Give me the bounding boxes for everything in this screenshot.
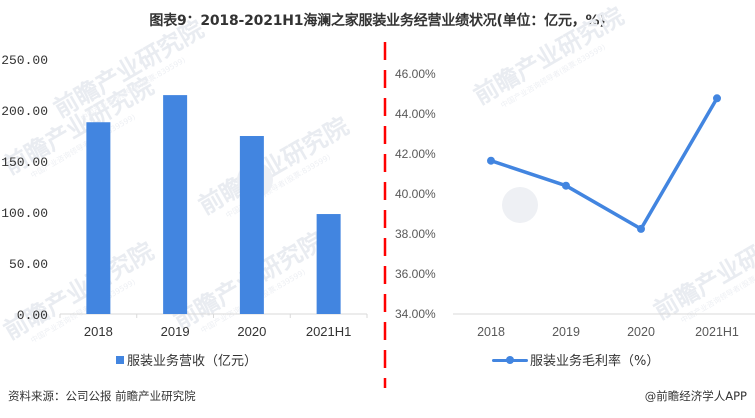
chart-title: 图表9：2018-2021H1海澜之家服装业务经营业绩状况(单位：亿元，%) — [149, 13, 606, 29]
x-tick-label: 2021H1 — [306, 324, 352, 339]
bar-2021H1 — [316, 214, 341, 314]
y-tick-label: 46.00% — [395, 67, 436, 81]
watermark-logo-icon — [502, 187, 538, 223]
data-point-2018 — [487, 156, 495, 165]
legend-revenue: 服装业务营收（亿元） — [116, 350, 257, 369]
credit-note: @前瞻经济学人APP — [644, 389, 747, 403]
y-tick-label: 36.00% — [395, 267, 436, 281]
y-tick-label: 44.00% — [395, 107, 436, 121]
x-tick-label: 2021H1 — [695, 325, 739, 339]
x-tick-label: 2020 — [627, 325, 655, 339]
y-tick-label: 42.00% — [395, 147, 436, 161]
x-tick-label: 2019 — [552, 325, 580, 339]
x-tick-label: 2019 — [161, 324, 190, 339]
source-note: 资料来源：公司公报 前瞻产业研究院 — [8, 389, 196, 403]
line-chart-margin: 34.00% 36.00% 38.00% 40.00% 42.00% 44.00% 46.0… — [395, 67, 755, 339]
y-tick-label: 0.00 — [17, 308, 48, 323]
x-tick-label: 2018 — [84, 324, 113, 339]
legend-margin-label: 服装业务毛利率（%） — [530, 354, 660, 369]
bar-chart-revenue: 0.00 50.00 100.00 150.00 200.00 250.00 2018 201… — [1, 53, 368, 339]
svg-text:前瞻产业研究院: 前瞻产业研究院 — [469, 2, 628, 110]
y-tick-label: 200.00 — [1, 104, 48, 119]
data-point-2020 — [637, 224, 645, 233]
y-tick-label: 150.00 — [1, 155, 48, 170]
y-tick-label: 34.00% — [395, 307, 436, 321]
legend-revenue-label: 服装业务营收（亿元） — [127, 354, 258, 369]
x-tick-label: 2018 — [477, 325, 505, 339]
x-tick-label: 2020 — [237, 324, 266, 339]
data-point-2019 — [562, 181, 570, 190]
y-tick-label: 250.00 — [1, 53, 48, 68]
y-tick-label: 100.00 — [1, 206, 48, 221]
legend-line-marker-icon — [492, 354, 528, 366]
y-tick-label: 50.00 — [9, 257, 48, 272]
bar-2019 — [163, 95, 188, 314]
margin-line — [490, 97, 719, 231]
svg-text:前瞻产业研究院: 前瞻产业研究院 — [194, 112, 353, 220]
bar-2018 — [86, 122, 111, 315]
legend-square-icon — [116, 355, 124, 364]
legend-margin: 服装业务毛利率（%） — [492, 350, 659, 369]
svg-text:前瞻产业研究院: 前瞻产业研究院 — [0, 237, 158, 345]
y-tick-label: 40.00% — [395, 187, 436, 201]
data-point-2021H1 — [713, 94, 721, 103]
bar-2020 — [239, 136, 264, 314]
y-tick-label: 38.00% — [395, 227, 436, 241]
